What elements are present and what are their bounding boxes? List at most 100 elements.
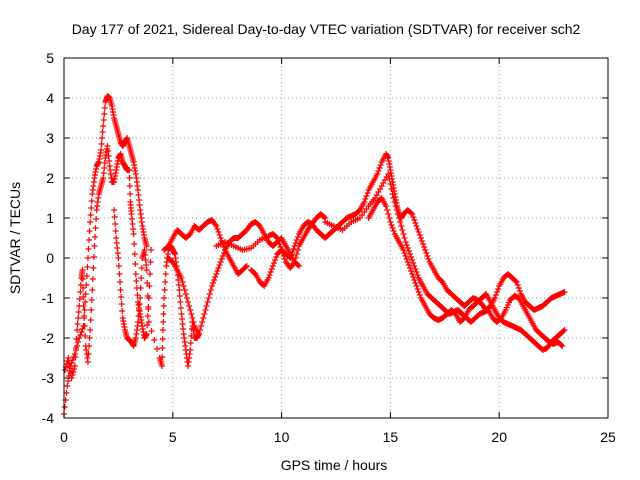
- data-point: [76, 335, 83, 341]
- data-point: [273, 254, 280, 260]
- data-point: [393, 207, 400, 213]
- plot-frame: [63, 57, 609, 419]
- data-point: [408, 210, 415, 216]
- data-point: [386, 215, 393, 221]
- data-point: [265, 275, 272, 281]
- data-point: [137, 295, 144, 301]
- data-point: [86, 228, 93, 234]
- data-point: [561, 289, 568, 295]
- data-point: [81, 323, 88, 329]
- data-point: [188, 311, 195, 317]
- data-point: [72, 345, 79, 351]
- data-point: [62, 367, 69, 373]
- data-point: [101, 111, 108, 117]
- data-point: [411, 217, 418, 223]
- data-point: [415, 229, 422, 235]
- data-point: [216, 262, 223, 268]
- data-point: [79, 267, 86, 273]
- data-point: [398, 223, 405, 229]
- data-point: [90, 265, 97, 271]
- data-point: [100, 123, 107, 129]
- data-point: [134, 292, 141, 298]
- data-point: [389, 191, 396, 197]
- data-point: [291, 243, 298, 249]
- data-point: [135, 313, 142, 319]
- data-point: [178, 275, 185, 281]
- data-point: [176, 287, 183, 293]
- data-point: [73, 336, 80, 342]
- data-point: [98, 141, 105, 147]
- data-point: [396, 215, 403, 221]
- data-point: [187, 340, 194, 346]
- data-point: [97, 147, 104, 153]
- axis-ticks: [63, 57, 609, 419]
- data-point: [274, 235, 281, 241]
- data-point: [201, 311, 208, 317]
- data-point: [147, 259, 154, 265]
- data-point: [560, 328, 567, 334]
- data-point: [181, 287, 188, 293]
- data-point: [414, 286, 421, 292]
- data-point: [111, 214, 118, 220]
- tick-labels: 0 5 10 15 20 25 -4 -3 -2 -1 0 1 2 3 4 5: [42, 50, 616, 445]
- y-tick-label: 5: [46, 50, 54, 66]
- data-point: [294, 247, 301, 253]
- data-point: [69, 357, 76, 363]
- data-point: [146, 271, 153, 277]
- data-point: [117, 279, 124, 285]
- data-point: [389, 225, 396, 231]
- data-point: [93, 216, 100, 222]
- data-point: [418, 238, 425, 244]
- data-point: [74, 327, 81, 333]
- data-point: [101, 105, 108, 111]
- data-point: [138, 265, 145, 271]
- data-point: [86, 335, 93, 341]
- x-tick-label: 25: [600, 429, 616, 445]
- data-point: [217, 235, 224, 241]
- data-point: [390, 195, 397, 201]
- data-point: [91, 243, 98, 249]
- data-point: [410, 274, 417, 280]
- data-point: [291, 259, 298, 265]
- y-tick-label: 0: [46, 250, 54, 266]
- data-point: [243, 263, 250, 269]
- data-point: [399, 227, 406, 233]
- data-point: [182, 291, 189, 297]
- data-point: [160, 303, 167, 309]
- data-point: [495, 286, 502, 292]
- data-point: [397, 219, 404, 225]
- data-point: [186, 303, 193, 309]
- data-point: [204, 299, 211, 305]
- data-point: [195, 331, 202, 337]
- data-point: [242, 264, 249, 270]
- data-point: [199, 319, 206, 325]
- data-point: [126, 175, 133, 181]
- data-point: [160, 327, 167, 333]
- data-point: [387, 181, 394, 187]
- data-point: [420, 241, 427, 247]
- data-point: [206, 291, 213, 297]
- data-point: [99, 129, 106, 135]
- data-point: [512, 278, 519, 284]
- data-point: [362, 196, 369, 202]
- data-point: [79, 276, 86, 282]
- data-point: [138, 275, 145, 281]
- data-point: [410, 214, 417, 220]
- data-point: [137, 285, 144, 291]
- data-point: [77, 289, 84, 295]
- data-point: [136, 307, 143, 313]
- data-point: [290, 246, 297, 252]
- data-point: [90, 254, 97, 260]
- data-point: [404, 245, 411, 251]
- data-point: [154, 346, 161, 352]
- data-point: [76, 296, 83, 302]
- data-point: [65, 355, 72, 361]
- data-point: [408, 268, 415, 274]
- data-point: [272, 257, 279, 263]
- data-point: [183, 295, 190, 301]
- data-point: [425, 256, 432, 262]
- data-point: [421, 244, 428, 250]
- data-point: [118, 294, 125, 300]
- data-point: [117, 287, 124, 293]
- data-point: [218, 256, 225, 262]
